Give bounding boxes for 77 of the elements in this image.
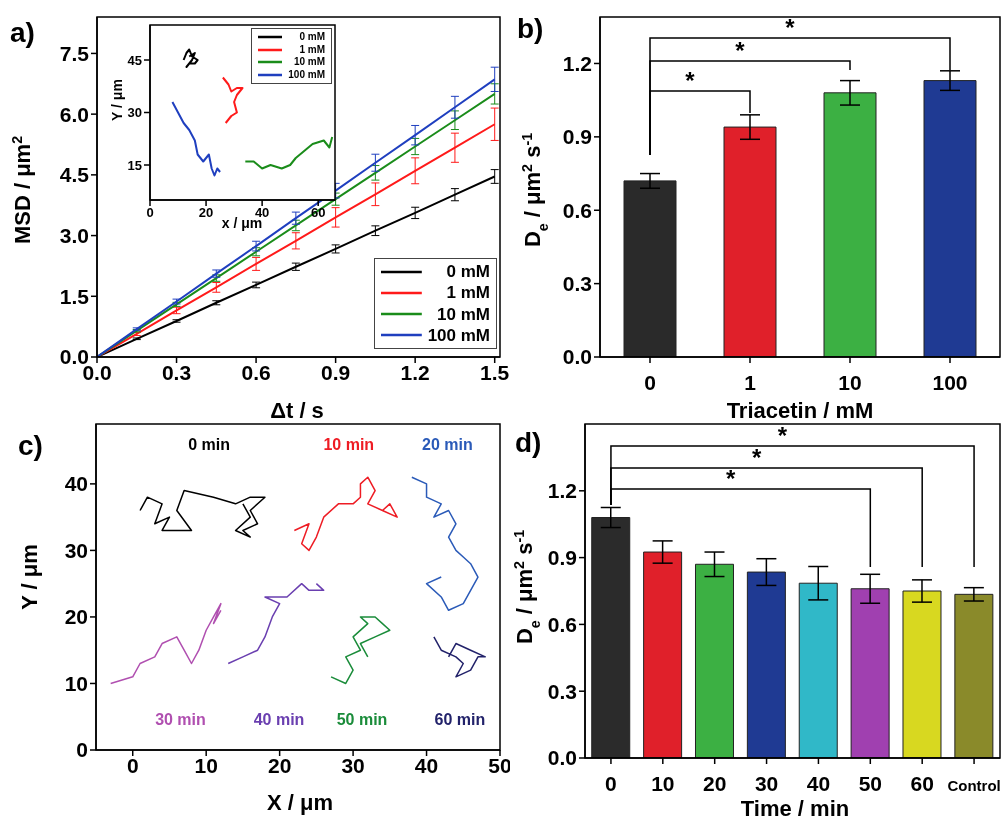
x-tick-label: 30: [754, 772, 779, 795]
y-tick-label: 45: [127, 52, 142, 68]
x-tick-label: 0: [605, 772, 617, 795]
x-tick-label: 0.9: [321, 360, 351, 384]
x-tick-label: Control: [947, 777, 1001, 794]
chart-title: b): [517, 13, 544, 44]
x-tick-label: 0: [644, 371, 656, 394]
legend-label: 100 mM: [288, 68, 325, 81]
annotation: *: [735, 37, 746, 64]
annotation: *: [777, 422, 788, 449]
y-tick-label: 1.2: [547, 479, 577, 503]
y-tick-label: 40: [64, 472, 88, 496]
x-tick-label: 1: [744, 371, 757, 394]
x-tick-label: 0.3: [161, 360, 192, 384]
legend-label: 10 mM: [292, 56, 325, 69]
series-label: 20 min: [422, 436, 473, 453]
annotation: *: [725, 465, 736, 492]
y-tick-label: 7.5: [59, 41, 90, 65]
y-tick-label: 30: [127, 105, 142, 121]
annotation: *: [685, 67, 696, 94]
chart-title: d): [515, 427, 542, 458]
x-tick-label: 60: [910, 772, 934, 795]
text: 30 min: [155, 711, 206, 728]
x-tick-label: 20: [703, 772, 727, 795]
annotation: *: [751, 444, 762, 471]
y-tick-label: 4.5: [59, 163, 90, 187]
x-tick-label: 40: [806, 772, 831, 795]
y-tick-label: 0.3: [562, 272, 592, 296]
y-tick-label: 0.9: [547, 546, 577, 570]
x-tick-label: 100: [932, 371, 968, 394]
y-tick-label: 0.3: [547, 679, 577, 703]
y-tick-label: 15: [127, 157, 142, 173]
x-tick-label: 40: [254, 205, 270, 221]
y-axis-title: Y / μm: [109, 79, 125, 121]
y-tick-label: 0.9: [562, 125, 592, 149]
y-tick-label: 0.6: [547, 612, 577, 636]
x-axis-title: Triacetin / mM: [726, 398, 874, 423]
x-tick-label: 1.5: [480, 360, 510, 384]
x-tick-label: 0.6: [241, 360, 271, 384]
text: 60 min: [434, 711, 486, 728]
x-tick-label: 10: [838, 371, 862, 394]
x-tick-label: 1.2: [400, 360, 430, 384]
text: 40 min: [253, 711, 305, 728]
x-axis-title: Time / min: [740, 796, 850, 820]
y-tick-label: 3.0: [59, 224, 89, 248]
x-tick-label: 10: [194, 753, 218, 777]
chart-title: a): [10, 17, 35, 48]
x-axis-title: Δt / s: [270, 398, 324, 423]
x-tick-label: 20: [198, 205, 214, 221]
x-tick-label: 0: [146, 205, 154, 221]
y-tick-label: 1.5: [59, 284, 90, 308]
x-tick-label: 20: [267, 753, 292, 777]
y-axis-title: Y / μm: [17, 544, 42, 610]
y-tick-label: 0: [76, 738, 88, 762]
series-label: 50 min: [336, 711, 388, 728]
y-tick-label: 6.0: [59, 102, 89, 126]
legend-label: 100 mM: [427, 324, 490, 346]
y-tick-label: 0.0: [562, 345, 592, 369]
x-axis-title: X / μm: [266, 790, 334, 815]
y-tick-label: 30: [64, 538, 88, 562]
chart-title: c): [18, 430, 43, 461]
legend-label: 1 mM: [298, 43, 325, 56]
x-tick-label: 40: [414, 753, 439, 777]
series-label: 10 min: [323, 436, 375, 453]
legend-label: 0 mM: [298, 31, 325, 44]
legend-label: 10 mM: [436, 303, 490, 325]
annotation: *: [785, 14, 796, 41]
x-tick-label: 30: [341, 753, 365, 777]
y-tick-label: 20: [64, 605, 88, 629]
x-tick-label: 10: [651, 772, 675, 795]
legend-label: 0 mM: [445, 261, 490, 283]
x-tick-label: 50: [488, 753, 512, 777]
y-tick-label: 1.2: [562, 51, 592, 75]
x-tick-label: 50: [858, 772, 882, 795]
legend-label: 1 mM: [445, 282, 490, 304]
y-tick-label: 10: [64, 671, 88, 695]
text: 0 min: [188, 436, 231, 453]
